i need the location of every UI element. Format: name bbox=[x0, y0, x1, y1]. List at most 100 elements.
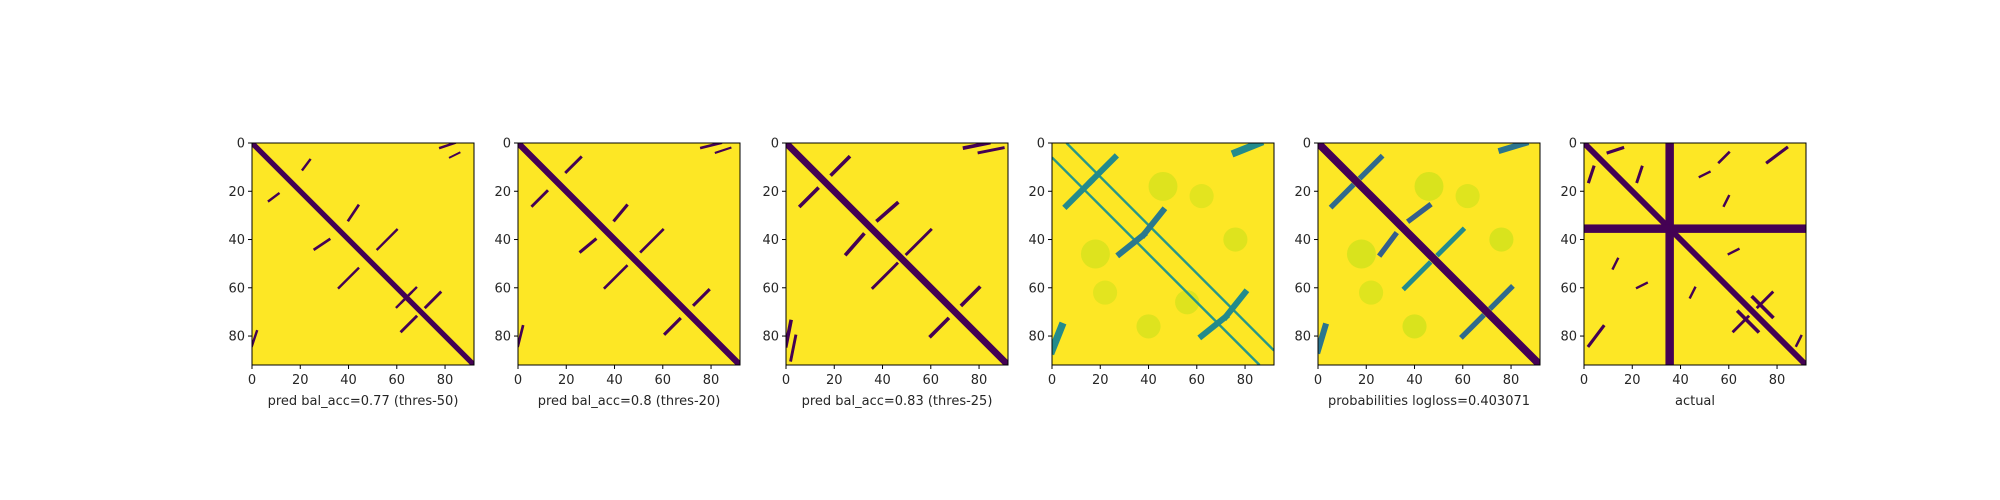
heatmap-diagonal bbox=[518, 143, 740, 365]
heatmap-streak bbox=[1750, 294, 1775, 320]
heatmap-offdiagonal bbox=[1065, 143, 1274, 352]
x-tick-label: 0 bbox=[514, 373, 522, 388]
heatmap-diagonal bbox=[1584, 143, 1806, 365]
heatmap-streak bbox=[904, 227, 933, 257]
heatmap-streak bbox=[1606, 145, 1625, 155]
y-tick-label: 20 bbox=[494, 185, 511, 200]
y-tick-label: 0 bbox=[771, 137, 779, 152]
x-tick-label: 80 bbox=[971, 373, 988, 388]
heatmap-cells bbox=[1052, 143, 1274, 365]
y-tick-label: 60 bbox=[494, 281, 511, 296]
x-axis-label: pred bal_acc=0.8 (thres-20) bbox=[538, 394, 721, 409]
x-tick-label: 60 bbox=[1721, 373, 1738, 388]
heatmap-blob bbox=[1455, 184, 1480, 209]
heatmap-streak bbox=[252, 329, 259, 348]
y-tick-label: 40 bbox=[1560, 233, 1577, 248]
x-tick-label: 60 bbox=[1189, 373, 1206, 388]
x-tick-label: 80 bbox=[703, 373, 720, 388]
heatmap-blob bbox=[1346, 239, 1376, 269]
heatmap-streak bbox=[1722, 194, 1731, 208]
heatmap-streak bbox=[267, 191, 281, 203]
y-tick-label: 60 bbox=[1560, 281, 1577, 296]
heatmap-streak bbox=[786, 319, 793, 348]
y-tick-label: 60 bbox=[762, 281, 779, 296]
y-tick-label: 0 bbox=[1303, 137, 1311, 152]
x-tick-label: 20 bbox=[1092, 373, 1109, 388]
heatmap-panel-2: 0 20 40 60 80 0 20 40 60 80 pred bal_acc=0.8 (thre… bbox=[494, 137, 741, 409]
heatmap-streak bbox=[346, 203, 361, 223]
heatmap-blob bbox=[1223, 227, 1248, 252]
heatmap-streak bbox=[530, 189, 550, 208]
heatmap-streak bbox=[699, 143, 723, 150]
heatmap-streak bbox=[423, 290, 443, 310]
heatmap-streak bbox=[962, 143, 991, 150]
x-tick-label: 20 bbox=[1624, 373, 1641, 388]
heatmap-streak bbox=[1635, 165, 1644, 184]
heatmap-streak bbox=[1735, 309, 1761, 334]
heatmap-streak bbox=[1139, 206, 1168, 239]
y-tick-label: 60 bbox=[1028, 281, 1045, 296]
heatmap-streak bbox=[438, 143, 457, 150]
y-tick-label: 20 bbox=[1560, 185, 1577, 200]
x-axis-label: actual bbox=[1675, 394, 1715, 409]
heatmap-streak bbox=[1586, 165, 1596, 184]
y-tick-label: 20 bbox=[228, 185, 245, 200]
heatmap-blob bbox=[1359, 280, 1384, 305]
y-tick-label: 80 bbox=[228, 330, 245, 345]
heatmap-streak bbox=[1755, 290, 1775, 310]
heatmap-blob bbox=[1489, 227, 1514, 252]
heatmap-streak bbox=[691, 287, 711, 307]
x-tick-label: 80 bbox=[1769, 373, 1786, 388]
y-tick-label: 40 bbox=[494, 233, 511, 248]
x-tick-label: 80 bbox=[1503, 373, 1520, 388]
x-tick-label: 20 bbox=[292, 373, 309, 388]
heatmap-streak bbox=[1052, 321, 1067, 356]
heatmap-streak bbox=[518, 324, 525, 348]
heatmap-horizontal-band bbox=[1584, 224, 1806, 233]
y-tick-label: 0 bbox=[237, 137, 245, 152]
x-tick-label: 40 bbox=[1672, 373, 1689, 388]
heatmap-streak bbox=[602, 264, 629, 290]
axes-frame bbox=[1583, 142, 1807, 366]
heatmap-cells bbox=[252, 143, 474, 365]
x-tick-label: 40 bbox=[1140, 373, 1157, 388]
heatmap-streak bbox=[1611, 257, 1620, 271]
heatmap-streak bbox=[1487, 284, 1515, 311]
heatmap-streak bbox=[797, 186, 820, 209]
y-tick-label: 20 bbox=[1294, 185, 1311, 200]
x-tick-label: 60 bbox=[655, 373, 672, 388]
axes-frame bbox=[517, 142, 741, 366]
y-tick-label: 0 bbox=[503, 137, 511, 152]
heatmap-streak bbox=[1115, 230, 1148, 259]
heatmap-streak bbox=[399, 286, 418, 304]
heatmap-streak bbox=[564, 155, 583, 175]
heatmap-blob bbox=[1175, 290, 1200, 315]
heatmap-blob bbox=[1093, 280, 1118, 305]
y-tick-label: 0 bbox=[1569, 137, 1577, 152]
heatmap-cells bbox=[1318, 143, 1540, 365]
heatmap-blob bbox=[1080, 239, 1110, 269]
heatmap-blob bbox=[1414, 171, 1444, 201]
y-tick-label: 80 bbox=[1294, 330, 1311, 345]
heatmap-streak bbox=[1377, 230, 1399, 258]
heatmap-streak bbox=[829, 154, 852, 177]
y-tick-label: 20 bbox=[1028, 185, 1045, 200]
heatmap-streak bbox=[1197, 312, 1230, 341]
heatmap-cells bbox=[1584, 143, 1806, 365]
axes-frame bbox=[1317, 142, 1541, 366]
y-tick-label: 40 bbox=[1294, 233, 1311, 248]
heatmap-blob bbox=[1189, 184, 1214, 209]
heatmap-streak bbox=[1794, 334, 1803, 348]
heatmap-streak bbox=[714, 146, 732, 155]
x-tick-label: 80 bbox=[1237, 373, 1254, 388]
heatmap-streak bbox=[578, 237, 598, 254]
x-axis-label: probabilities logloss=0.403071 bbox=[1328, 394, 1530, 409]
heatmap-streak bbox=[959, 285, 982, 308]
heatmap-diagonal bbox=[786, 143, 1008, 365]
x-axis-label: pred bal_acc=0.83 (thres-25) bbox=[802, 394, 993, 409]
heatmap-streak bbox=[337, 266, 360, 290]
heatmap-streak bbox=[448, 151, 461, 159]
heatmap-streak bbox=[789, 334, 798, 362]
heatmap-streak bbox=[1435, 226, 1467, 258]
